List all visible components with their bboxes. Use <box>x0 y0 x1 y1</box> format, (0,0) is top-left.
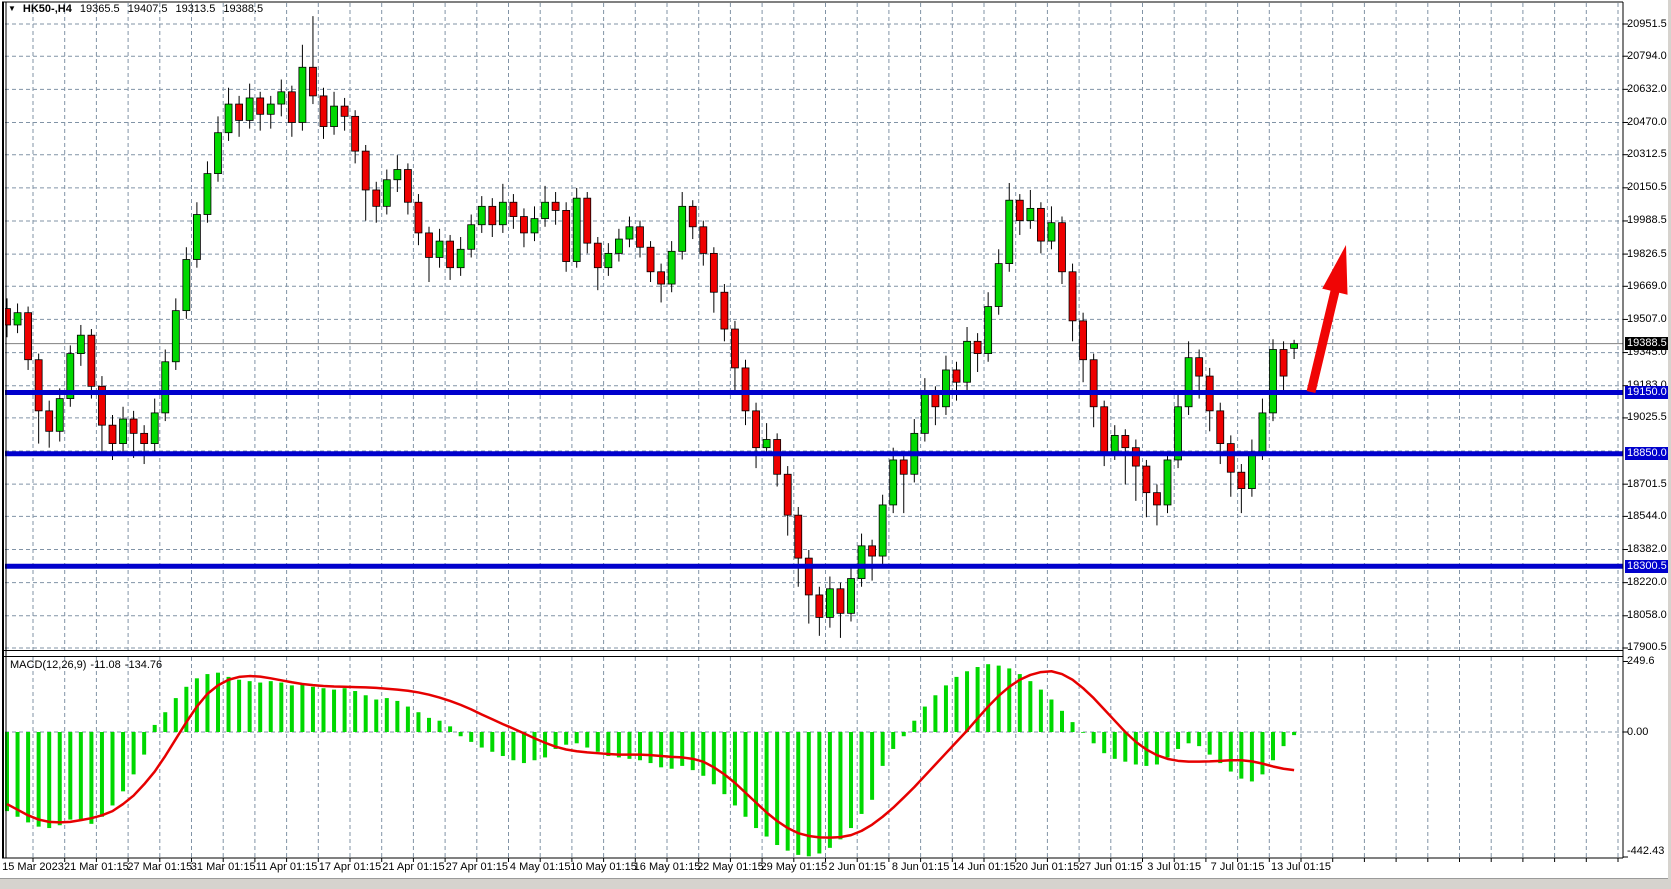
time-axis-label: 27 Mar 01:15 <box>127 861 193 873</box>
price-axis-label: 18220.0 <box>1627 576 1667 589</box>
macd-value: -11.08 <box>90 659 121 671</box>
macd-axis-label: 0.00 <box>1627 725 1649 738</box>
macd-indicator-label: MACD(12,26,9) -11.08 -134.76 <box>10 659 166 672</box>
support-price-label: 18850.0 <box>1625 447 1671 461</box>
trend-arrow-annotation[interactable] <box>1306 245 1348 394</box>
ohlc-open: 19365.5 <box>79 3 120 15</box>
price-axis-label: 20150.5 <box>1627 181 1667 194</box>
macd-axis-label: 249.6 <box>1627 654 1655 667</box>
time-axis-label: 21 Apr 01:15 <box>382 861 445 873</box>
chart-borders <box>2 1 1628 862</box>
current-price-label: 19388.5 <box>1625 337 1671 351</box>
window-right-edge <box>1668 0 1671 889</box>
time-axis-label: 22 May 01:15 <box>697 861 764 873</box>
ohlc-high: 19407.5 <box>127 3 168 15</box>
symbol-dropdown-icon[interactable]: ▼ <box>8 4 16 13</box>
time-axis-label: 14 Jun 01:15 <box>952 861 1016 873</box>
grid-lines <box>5 3 1623 858</box>
price-axis-label: 20312.5 <box>1627 148 1667 161</box>
time-axis-label: 4 May 01:15 <box>509 861 571 873</box>
time-axis-label: 21 Mar 01:15 <box>63 861 129 873</box>
price-axis-label: 18058.0 <box>1627 609 1667 622</box>
time-axis-label: 31 Mar 01:15 <box>190 861 256 873</box>
price-axis-label: 19025.5 <box>1627 411 1667 424</box>
time-axis-label: 8 Jun 01:15 <box>891 861 950 873</box>
time-axis-label: 7 Jul 01:15 <box>1210 861 1265 873</box>
price-axis-label: 17900.5 <box>1627 641 1667 654</box>
price-axis-label: 18701.5 <box>1627 477 1667 490</box>
ohlc-close: 19388.5 <box>223 3 264 15</box>
time-axis-label: 27 Apr 01:15 <box>445 861 508 873</box>
symbol-header: ▼ HK50-,H4 19365.5 19407.5 19313.5 19388.… <box>8 3 263 15</box>
price-axis-label: 19826.5 <box>1627 247 1667 260</box>
time-axis-label: 10 May 01:15 <box>570 861 637 873</box>
price-axis-label: 19988.5 <box>1627 214 1667 227</box>
support-price-label: 18300.5 <box>1625 559 1671 573</box>
symbol-timeframe-label: HK50-,H4 <box>22 3 72 15</box>
price-axis-label: 19669.0 <box>1627 279 1667 292</box>
macd-signal-value: -134.76 <box>124 659 163 671</box>
macd-signal-line <box>6 670 1295 839</box>
macd-name: MACD(12,26,9) <box>10 659 87 671</box>
time-axis-label: 3 Jul 01:15 <box>1147 861 1202 873</box>
time-axis-label: 13 Jul 01:15 <box>1271 861 1331 873</box>
time-axis-label: 29 May 01:15 <box>760 861 828 873</box>
price-axis-label: 18544.0 <box>1627 509 1667 522</box>
time-axis-label: 27 Jun 01:15 <box>1078 861 1143 873</box>
price-axis-label: 20951.5 <box>1627 17 1667 30</box>
price-axis-label: 20632.0 <box>1627 82 1667 95</box>
time-axis-label: 2 Jun 01:15 <box>828 861 886 873</box>
price-axis-label: 20794.0 <box>1627 49 1667 62</box>
price-axis-label: 19507.0 <box>1627 312 1667 325</box>
ohlc-low: 19313.5 <box>175 3 216 15</box>
time-axis-label: 11 Apr 01:15 <box>255 861 318 873</box>
time-axis-label: 20 Jun 01:15 <box>1015 861 1080 873</box>
price-axis-label: 18382.0 <box>1627 543 1667 556</box>
candles-layer <box>5 16 1298 638</box>
time-axis-label: 15 Mar 2023 <box>2 861 64 873</box>
time-axis-label: 16 May 01:15 <box>633 861 701 873</box>
macd-axis-label: -442.43 <box>1627 844 1665 857</box>
time-axis-label: 17 Apr 01:15 <box>318 861 382 873</box>
macd-histogram <box>5 664 1297 857</box>
window-bottom-strip <box>0 878 1671 889</box>
price-axis-label: 20470.0 <box>1627 115 1667 128</box>
support-price-label: 19150.0 <box>1625 385 1671 399</box>
